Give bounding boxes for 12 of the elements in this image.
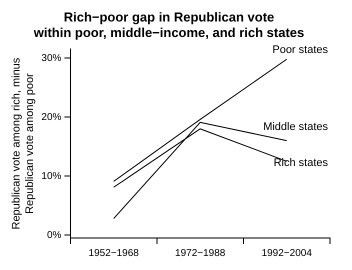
x-tick-label: 1992−2004 (262, 248, 312, 259)
y-tick-label: 30% (41, 52, 62, 64)
y-axis-title: Republican vote among rich, minus Republican vote among poor (10, 57, 36, 230)
series-label: Rich states (274, 156, 328, 169)
x-tick-label: 1972−1988 (175, 248, 226, 259)
y-tick-label: 0% (46, 230, 62, 241)
chart-title: Rich−poor gap in Republican vote within poor, middle−income, and rich states (32, 9, 304, 40)
y-tick-label: 10% (41, 170, 62, 182)
x-tick-label: 1952−1968 (88, 248, 140, 259)
series-label: Poor states (272, 44, 328, 56)
y-tick-label: 20% (41, 112, 62, 123)
series-label: Middle states (263, 121, 328, 134)
